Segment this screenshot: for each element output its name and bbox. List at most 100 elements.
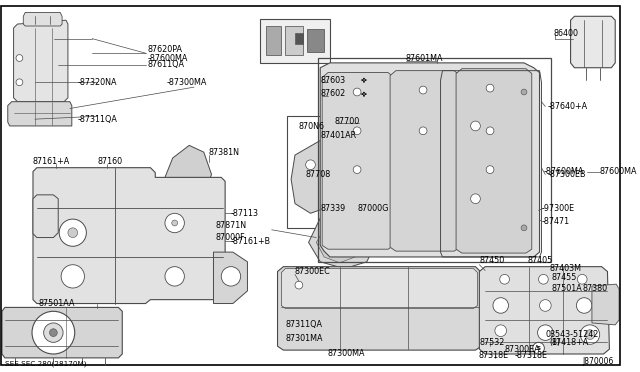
Circle shape [470,194,481,203]
Polygon shape [291,141,349,213]
Circle shape [59,219,86,246]
Text: 87000F: 87000F [216,233,245,242]
Bar [307,29,324,52]
Bar [285,26,303,55]
Text: 87708: 87708 [306,170,331,179]
Polygon shape [456,69,532,253]
Polygon shape [2,307,122,358]
Polygon shape [33,168,225,304]
Circle shape [353,166,361,173]
Text: 87455: 87455 [551,273,577,282]
Text: J870006: J870006 [582,357,614,366]
Text: 87300MA: 87300MA [328,349,365,359]
Text: 87700: 87700 [335,116,360,126]
Text: 86400: 86400 [553,29,578,38]
Text: SEE SEC.280(28170M): SEE SEC.280(28170M) [5,360,86,367]
Circle shape [486,166,494,173]
Bar [266,26,282,55]
Circle shape [486,127,494,135]
Polygon shape [592,284,619,325]
Bar [295,33,303,44]
Circle shape [353,88,361,96]
Text: -87300EB: -87300EB [547,170,586,179]
Text: 87401AR: 87401AR [320,131,356,140]
Circle shape [538,325,553,340]
Text: 87318E: 87318E [478,352,509,360]
Circle shape [532,342,545,354]
Bar [260,19,330,63]
Text: 87403M: 87403M [549,264,581,273]
Circle shape [500,275,509,284]
Polygon shape [13,20,68,102]
Polygon shape [278,267,481,350]
Text: 87601MA: 87601MA [406,54,443,64]
Text: -87471: -87471 [541,217,570,225]
Circle shape [61,265,84,288]
Circle shape [470,121,481,131]
Polygon shape [308,208,378,269]
Circle shape [493,298,508,313]
Text: S: S [536,346,541,351]
Polygon shape [390,71,460,251]
Circle shape [495,325,506,337]
Text: -87161+B: -87161+B [231,237,271,246]
Text: 87381N: 87381N [209,148,239,157]
Text: 87532: 87532 [479,338,505,347]
Text: 87501A: 87501A [551,283,582,292]
Text: 87871N: 87871N [216,221,246,230]
Text: 87450: 87450 [479,256,504,265]
Text: 87301MA: 87301MA [285,334,323,343]
Circle shape [521,89,527,95]
Text: -97300E: -97300E [541,204,575,213]
Bar [318,58,551,262]
Text: 87603: 87603 [320,76,346,85]
Text: 87300EC: 87300EC [295,267,331,276]
Text: 87611QA: 87611QA [147,60,184,69]
Circle shape [419,127,427,135]
Circle shape [521,225,527,231]
Polygon shape [571,16,615,68]
Circle shape [486,84,494,92]
Circle shape [165,267,184,286]
Text: 87300EA: 87300EA [504,344,540,354]
Text: 87405: 87405 [528,256,553,265]
Polygon shape [316,220,365,263]
Text: ✤: ✤ [361,77,367,83]
Text: 87380: 87380 [582,283,607,292]
Circle shape [577,275,587,284]
Text: -87320NA: -87320NA [77,78,117,87]
Circle shape [49,329,57,337]
Text: ✤: ✤ [361,91,367,97]
Polygon shape [23,12,62,26]
Circle shape [16,55,23,61]
Circle shape [68,228,77,238]
Circle shape [172,220,177,226]
Text: 87160: 87160 [97,157,122,166]
Text: 87339: 87339 [320,204,346,213]
Circle shape [165,213,184,233]
Bar [287,116,374,228]
Polygon shape [33,195,58,238]
Text: 87620PA: 87620PA [147,45,182,54]
Text: (1): (1) [549,338,561,347]
Text: -87311QA: -87311QA [77,115,118,124]
Circle shape [16,79,23,86]
Circle shape [353,127,361,135]
Circle shape [580,325,600,344]
Circle shape [585,330,595,339]
Circle shape [419,86,427,94]
Text: 87311QA: 87311QA [285,320,323,329]
Polygon shape [282,269,477,308]
Text: 87418+A: 87418+A [551,338,588,347]
Text: -87600MA: -87600MA [544,167,584,176]
Text: 87000G: 87000G [357,204,388,213]
Text: -87600MA: -87600MA [147,54,188,64]
Circle shape [221,267,241,286]
Circle shape [306,160,316,170]
Circle shape [32,311,75,354]
Text: -87640+A: -87640+A [547,102,588,111]
Polygon shape [214,252,248,304]
Text: -87113: -87113 [231,209,259,218]
Polygon shape [479,267,609,354]
Circle shape [577,298,592,313]
